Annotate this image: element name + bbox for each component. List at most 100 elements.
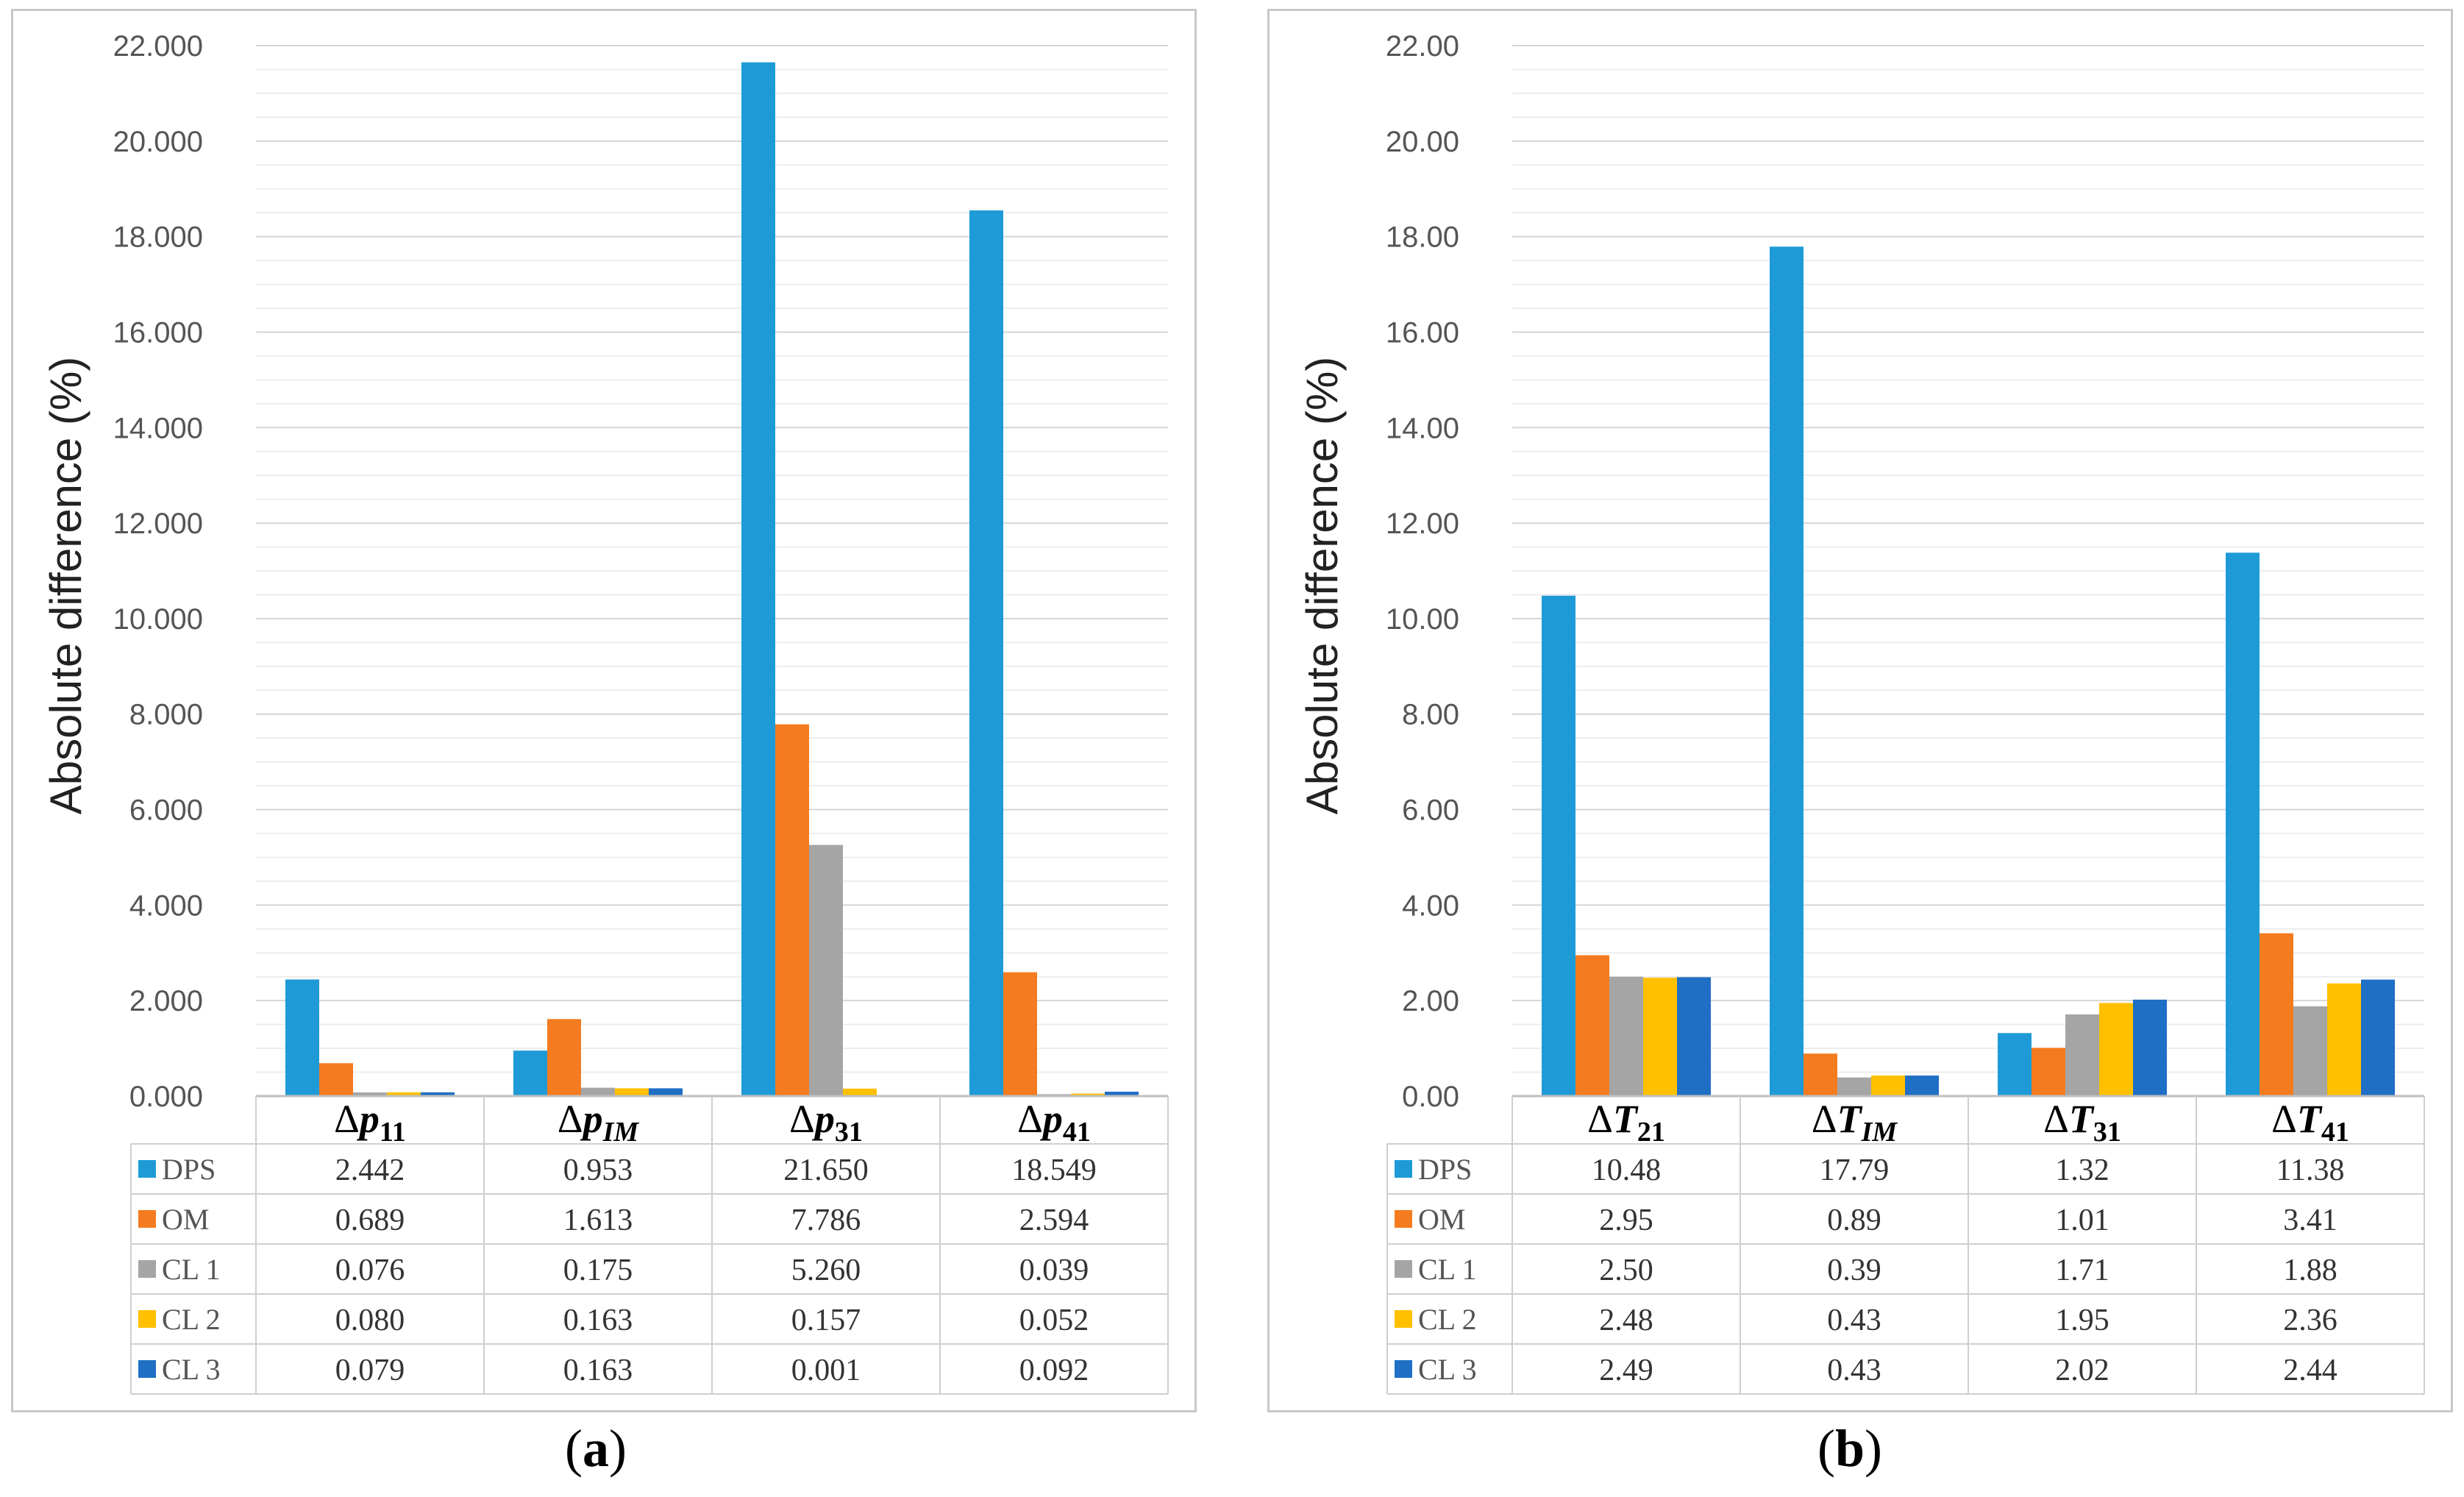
chart-a-data-label-1-1: 1.613: [563, 1203, 633, 1237]
chart-b-data-label-0-1: 17.79: [1820, 1153, 1890, 1187]
chart-a-legend-label-4: CL 3: [162, 1353, 221, 1386]
chart-b-bar-dps-1: [1770, 246, 1804, 1096]
chart-b-bar-cl3-3: [2361, 979, 2395, 1096]
chart-b-ylabel: Absolute difference (%): [1297, 357, 1347, 815]
chart-a-category-label-0: Δp11: [334, 1097, 406, 1148]
chart-a-legend-label-0: DPS: [162, 1153, 216, 1186]
chart-a-bar-dps-2: [741, 62, 775, 1097]
chart-a-bar-dps-1: [513, 1050, 547, 1096]
chart-a-ytick-label: 16.000: [113, 316, 203, 349]
chart-b-ytick-label: 4.00: [1402, 889, 1459, 922]
chart-b-data-label-1-2: 1.01: [2055, 1203, 2109, 1237]
chart-a-data-label-1-3: 2.594: [1019, 1203, 1089, 1237]
chart-a-bar-cl1-1: [581, 1087, 615, 1096]
chart-a-data-label-4-2: 0.001: [791, 1354, 861, 1387]
chart-a-category-label-3: Δp41: [1017, 1097, 1091, 1148]
chart-a-ytick-label: 0.000: [129, 1081, 203, 1113]
chart-b-data-label-3-3: 2.36: [2283, 1304, 2337, 1337]
chart-a-bar-om-0: [319, 1063, 353, 1096]
chart-b-ytick-label: 10.00: [1386, 603, 1459, 636]
chart-a-bar-om-3: [1003, 972, 1037, 1096]
caption-b-open: (: [1817, 1419, 1835, 1478]
chart-b-ytick-label: 22.00: [1386, 30, 1459, 63]
chart-a-data-label-4-0: 0.079: [335, 1354, 405, 1387]
chart-a-ytick-label: 6.000: [129, 794, 203, 827]
chart-b-data-label-2-1: 0.39: [1827, 1254, 1881, 1287]
chart-a-ytick-label: 8.000: [129, 699, 203, 731]
chart-a-ytick-label: 12.000: [113, 508, 203, 540]
chart-a-bar-cl2-2: [843, 1088, 877, 1096]
chart-b-data-label-1-1: 0.89: [1827, 1203, 1881, 1237]
chart-a-category-label-1: ΔpIM: [558, 1097, 640, 1148]
chart-a-bar-cl2-3: [1071, 1093, 1105, 1096]
chart-a-data-label-1-0: 0.689: [335, 1203, 405, 1237]
chart-a-bar-cl3-1: [649, 1088, 683, 1096]
chart-b-data-label-0-2: 1.32: [2055, 1153, 2109, 1187]
chart-b-data-label-2-0: 2.50: [1599, 1254, 1653, 1287]
chart-b-bar-cl2-0: [1643, 978, 1677, 1096]
chart-b-legend-swatch-4: [1395, 1360, 1412, 1378]
chart-a-bar-cl2-1: [615, 1088, 649, 1096]
chart-a-ytick-label: 10.000: [113, 603, 203, 636]
chart-b-ytick-label: 12.00: [1386, 508, 1459, 540]
chart-a-ylabel: Absolute difference (%): [41, 357, 90, 815]
chart-a-bar-om-1: [547, 1019, 581, 1096]
chart-a-data-label-3-2: 0.157: [791, 1304, 861, 1337]
chart-a-legend-swatch-1: [138, 1210, 156, 1228]
chart-a-bar-dps-0: [285, 979, 319, 1096]
chart-b-legend-label-2: CL 1: [1418, 1253, 1477, 1286]
chart-a-data-label-0-1: 0.953: [563, 1153, 633, 1187]
chart-b-legend-swatch-3: [1395, 1310, 1412, 1328]
chart-a-data-label-1-2: 7.786: [791, 1203, 861, 1237]
chart-b-data-label-2-3: 1.88: [2283, 1254, 2337, 1287]
chart-a-data-label-0-2: 21.650: [783, 1153, 869, 1187]
chart-b-category-label-0: ΔT21: [1587, 1097, 1665, 1148]
chart-b-ytick-label: 20.00: [1386, 126, 1459, 158]
chart-b-data-label-0-3: 11.38: [2276, 1153, 2345, 1187]
chart-b-ytick-label: 6.00: [1402, 794, 1459, 827]
chart-b-data-label-0-0: 10.48: [1592, 1153, 1662, 1187]
chart-a-bar-dps-3: [969, 210, 1003, 1097]
chart-a-ytick-label: 22.000: [113, 30, 203, 63]
chart-a-data-label-4-3: 0.092: [1019, 1354, 1089, 1387]
caption-a: (a): [485, 1418, 706, 1479]
caption-a-letter: a: [583, 1419, 609, 1478]
chart-b-bar-om-2: [2032, 1048, 2065, 1096]
chart-b-data-label-4-0: 2.49: [1599, 1354, 1653, 1387]
chart-b-legend-label-1: OM: [1418, 1203, 1465, 1236]
chart-b-data-label-3-1: 0.43: [1827, 1304, 1881, 1337]
chart-b-data-label-1-3: 3.41: [2283, 1203, 2337, 1237]
chart-a-category-label-2: Δp31: [789, 1097, 863, 1148]
chart-b-bar-dps-2: [1998, 1033, 2032, 1096]
chart-b-bar-cl1-3: [2293, 1006, 2327, 1096]
chart-b-data-label-4-3: 2.44: [2283, 1354, 2337, 1387]
chart-b-ytick-label: 16.00: [1386, 316, 1459, 349]
chart-b-bar-dps-3: [2226, 552, 2260, 1096]
chart-b-bar-cl2-1: [1871, 1075, 1905, 1096]
chart-b-bar-om-3: [2260, 933, 2293, 1096]
chart-a-data-label-2-1: 0.175: [563, 1254, 633, 1287]
chart-b-bar-cl1-0: [1609, 976, 1643, 1096]
chart-b-bar-dps-0: [1542, 595, 1575, 1096]
chart-a-data-label-0-0: 2.442: [335, 1153, 405, 1187]
chart-a-bar-cl2-0: [387, 1092, 421, 1096]
chart-a-legend-swatch-4: [138, 1360, 156, 1378]
chart-a-bar-cl1-0: [353, 1092, 387, 1096]
chart-b-category-label-2: ΔT31: [2043, 1097, 2121, 1148]
chart-a-legend-label-3: CL 2: [162, 1303, 221, 1336]
chart-b-bar-cl3-0: [1677, 977, 1711, 1096]
chart-a-data-label-0-3: 18.549: [1011, 1153, 1097, 1187]
chart-a-bar-cl1-2: [809, 844, 843, 1096]
chart-b-bar-cl1-2: [2065, 1014, 2099, 1096]
caption-b-letter: b: [1834, 1419, 1865, 1478]
caption-a-close: ): [609, 1419, 627, 1478]
chart-a-bar-cl3-0: [421, 1092, 455, 1096]
chart-a-data-label-3-1: 0.163: [563, 1304, 633, 1337]
chart-a-ytick-label: 4.000: [129, 889, 203, 922]
chart-a-data-label-4-1: 0.163: [563, 1354, 633, 1387]
chart-b-ytick-label: 14.00: [1386, 412, 1459, 444]
chart-a-legend-swatch-0: [138, 1160, 156, 1178]
chart-b-data-label-4-1: 0.43: [1827, 1354, 1881, 1387]
chart-a-bar-om-2: [775, 724, 809, 1096]
chart-b-bar-cl2-3: [2327, 983, 2361, 1096]
